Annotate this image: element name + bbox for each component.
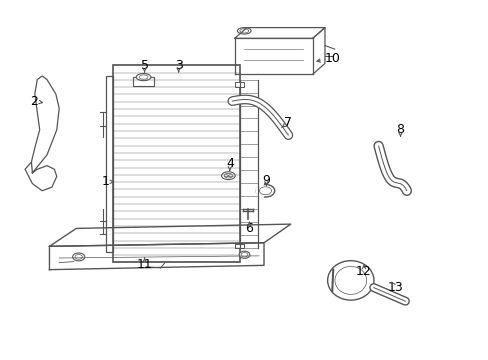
Ellipse shape xyxy=(259,187,271,195)
Ellipse shape xyxy=(221,172,235,180)
Text: 6: 6 xyxy=(245,222,253,235)
Ellipse shape xyxy=(73,253,84,261)
Text: 7: 7 xyxy=(284,116,292,129)
Text: 3: 3 xyxy=(174,59,182,72)
Text: 12: 12 xyxy=(355,265,371,278)
Text: 9: 9 xyxy=(262,174,270,186)
Bar xyxy=(235,82,244,87)
Text: 11: 11 xyxy=(136,258,152,271)
Ellipse shape xyxy=(136,73,151,81)
Ellipse shape xyxy=(75,255,82,259)
Text: 10: 10 xyxy=(324,51,340,64)
Text: 1: 1 xyxy=(102,175,109,188)
Text: 4: 4 xyxy=(225,157,233,170)
Text: 5: 5 xyxy=(140,59,148,72)
Text: 8: 8 xyxy=(396,123,404,136)
Ellipse shape xyxy=(139,75,148,79)
Ellipse shape xyxy=(241,253,247,257)
Ellipse shape xyxy=(237,28,250,34)
Ellipse shape xyxy=(334,266,366,294)
Text: 2: 2 xyxy=(30,95,38,108)
Text: 13: 13 xyxy=(387,281,403,294)
Bar xyxy=(105,76,113,252)
Bar xyxy=(133,77,154,86)
Bar xyxy=(235,244,244,248)
Ellipse shape xyxy=(224,174,232,178)
Ellipse shape xyxy=(256,184,274,197)
Ellipse shape xyxy=(240,29,248,33)
Ellipse shape xyxy=(239,251,249,258)
Ellipse shape xyxy=(327,261,373,300)
